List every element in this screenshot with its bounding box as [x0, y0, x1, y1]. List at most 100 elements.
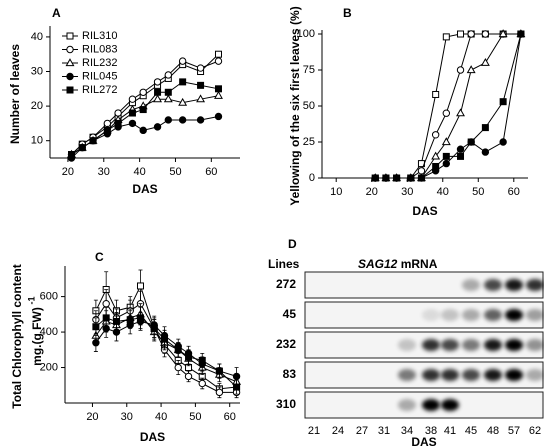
x-tick-label: 40	[155, 411, 167, 423]
blot-band	[422, 309, 440, 321]
x-tick-label: 30	[121, 411, 133, 423]
marker	[136, 282, 144, 290]
marker	[128, 119, 137, 128]
marker	[126, 316, 134, 324]
y-tick-label: 400	[40, 326, 58, 338]
y-axis-title: mg.(g FW)	[30, 307, 44, 366]
marker	[517, 30, 525, 38]
y-axis-title: Yellowing of the six first leaves (%)	[288, 6, 302, 205]
marker	[153, 78, 162, 86]
marker	[128, 109, 136, 117]
blot-band	[441, 399, 459, 411]
marker	[214, 57, 223, 65]
row-label: 310	[276, 397, 296, 411]
marker	[198, 379, 206, 388]
row-label: 272	[276, 277, 296, 291]
panel-label: B	[343, 6, 352, 20]
legend-label: RIL272	[82, 84, 117, 96]
x-tick-label: 30	[401, 186, 413, 198]
x-tick-label: 40	[437, 186, 449, 198]
row-label: 45	[283, 307, 297, 321]
marker	[417, 174, 425, 182]
y-tick-label: 30	[31, 65, 43, 77]
blot-band	[441, 309, 459, 321]
x-tick-label: 20	[86, 411, 98, 423]
marker	[481, 124, 489, 132]
y-tick-label: 200	[40, 361, 58, 373]
marker	[215, 388, 224, 397]
marker	[164, 88, 172, 96]
marker	[154, 88, 162, 96]
marker	[456, 66, 465, 74]
marker	[68, 151, 76, 159]
x-tick-label: 50	[189, 411, 201, 423]
legend-marker	[65, 58, 75, 67]
marker	[196, 94, 206, 103]
column-label: 34	[401, 425, 413, 437]
marker	[442, 152, 450, 160]
marker	[185, 353, 193, 361]
column-label: 38	[425, 425, 437, 437]
column-label: 31	[378, 425, 390, 437]
marker	[163, 94, 173, 103]
blot-band	[484, 339, 502, 351]
marker	[481, 148, 490, 156]
y-tick-label: 20	[31, 100, 43, 112]
x-tick-label: 60	[224, 411, 236, 423]
blot-band	[505, 369, 523, 381]
y-tick-label: 25	[303, 136, 315, 148]
blot-band	[462, 279, 480, 291]
y-tick-label: 0	[309, 172, 315, 184]
marker	[441, 137, 451, 146]
column-label: 45	[465, 425, 477, 437]
marker	[214, 112, 223, 121]
blot-band	[526, 309, 544, 321]
marker	[407, 174, 415, 182]
x-tick-label: 10	[330, 186, 342, 198]
y-axis-title-sup: -1	[26, 296, 36, 304]
marker	[442, 159, 451, 168]
marker	[417, 167, 426, 175]
marker	[103, 126, 111, 134]
blot-lane	[304, 271, 544, 299]
marker	[431, 151, 441, 160]
panel-label: D	[288, 237, 297, 251]
marker	[432, 90, 440, 98]
blot-band	[422, 399, 440, 411]
x-tick-label: 60	[508, 186, 520, 198]
marker	[456, 108, 465, 117]
blot-band	[398, 399, 416, 411]
x-axis-title: DAS	[412, 204, 437, 218]
marker	[467, 138, 475, 146]
marker	[480, 57, 490, 66]
y-axis-title: Number of leaves	[8, 44, 22, 144]
marker	[114, 119, 122, 127]
column-label: 27	[356, 425, 368, 437]
x-tick-label: 20	[62, 166, 74, 178]
marker	[164, 116, 173, 124]
lines-label: Lines	[268, 257, 300, 271]
x-axis-title: DAS	[132, 182, 157, 196]
marker	[178, 57, 187, 65]
blot-band	[462, 369, 480, 381]
y-tick-label: 10	[31, 135, 43, 147]
marker	[456, 145, 465, 153]
marker	[153, 94, 163, 103]
marker	[499, 138, 507, 146]
blot-band	[422, 369, 440, 381]
y-tick-label: 600	[40, 291, 58, 303]
marker	[232, 372, 241, 381]
marker	[139, 88, 147, 96]
legend-label: RIL083	[82, 43, 117, 55]
marker	[393, 174, 401, 182]
panel-label: A	[52, 6, 61, 20]
marker	[467, 30, 475, 38]
marker	[92, 339, 100, 347]
marker	[457, 30, 465, 38]
marker	[214, 90, 223, 99]
blot-title-rest: mRNA	[401, 257, 438, 271]
x-axis-title: DAS	[140, 430, 165, 444]
row-label: 232	[276, 337, 296, 351]
blot-band	[441, 339, 459, 351]
marker	[382, 174, 390, 182]
